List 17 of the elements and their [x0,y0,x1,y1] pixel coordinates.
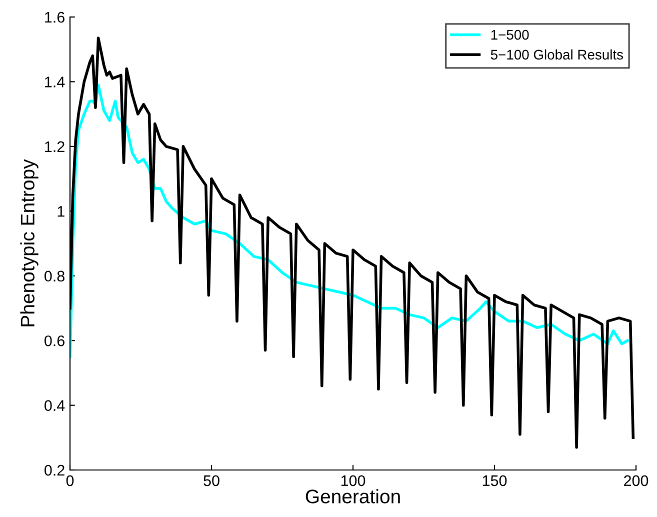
y-tick-label: 0.6 [44,335,64,346]
y-tick-label: 0.2 [44,464,64,476]
y-tick-label: 1.4 [45,76,65,88]
x-tick-label: 0 [66,475,74,486]
y-tick-label: 1.2 [45,141,64,152]
y-tick-label: 0.8 [44,270,64,282]
y-tick-label: 0.4 [44,400,65,411]
legend-label: 5−100 Global Results [490,49,624,60]
x-tick-label: 200 [624,475,648,486]
y-tick-label: 1.6 [45,12,64,23]
x-tick-label: 100 [341,475,366,486]
x-tick-label: 50 [204,475,220,486]
y-tick-label: 1 [58,206,64,217]
x-axis-title: Generation [306,489,400,504]
legend-label: 1−500 [491,30,529,40]
x-tick-label: 150 [482,475,507,486]
y-axis-title: Phenotypic Entropy [20,159,38,326]
